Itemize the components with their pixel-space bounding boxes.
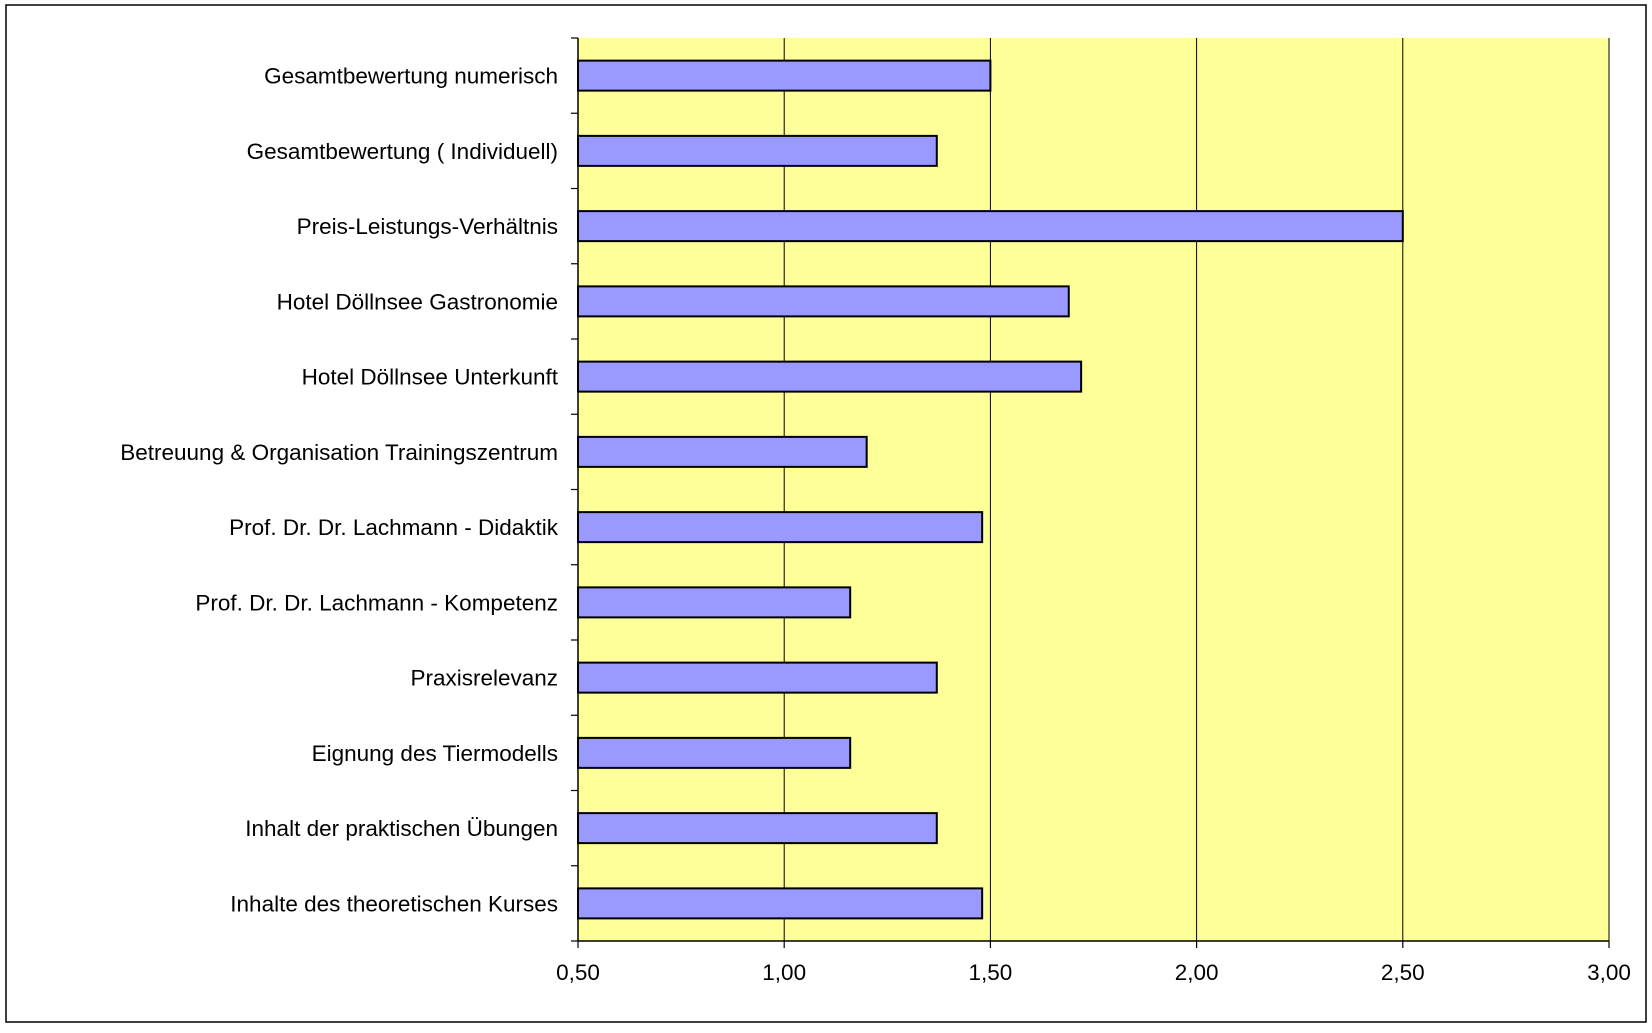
- category-label: Inhalte des theoretischen Kurses: [230, 891, 558, 916]
- bar: [577, 59, 992, 92]
- category-label: Gesamtbewertung numerisch: [264, 64, 558, 89]
- x-tick-label: 3,00: [1587, 960, 1631, 985]
- bar: [577, 661, 938, 694]
- category-label: Gesamtbewertung ( Individuell): [247, 139, 558, 164]
- x-tick-label: 0,50: [556, 960, 600, 985]
- category-label: Inhalt der praktischen Übungen: [245, 816, 558, 841]
- bar: [577, 586, 852, 619]
- category-label: Prof. Dr. Dr. Lachmann - Kompetenz: [195, 590, 558, 615]
- category-label: Betreuung & Organisation Trainingszentru…: [120, 440, 558, 465]
- category-label: Preis-Leistungs-Verhältnis: [297, 214, 558, 239]
- bar: [577, 285, 1070, 318]
- bar: [577, 736, 852, 769]
- bar: [577, 210, 1404, 243]
- category-label: Hotel Döllnsee Gastronomie: [277, 289, 558, 314]
- category-labels: Gesamtbewertung numerisch Gesamtbewertung…: [120, 64, 558, 917]
- category-label: Eignung des Tiermodells: [312, 741, 558, 766]
- axes: [571, 37, 1610, 948]
- x-tick-label: 1,00: [762, 960, 806, 985]
- x-tick-label: 2,00: [1175, 960, 1219, 985]
- plot-area: [578, 38, 1609, 941]
- bar: [577, 812, 938, 845]
- bar: [577, 511, 984, 544]
- x-tick-label: 1,50: [969, 960, 1013, 985]
- bar: [577, 360, 1083, 393]
- category-label: Hotel Döllnsee Unterkunft: [302, 365, 559, 390]
- bar: [577, 887, 984, 920]
- category-label: Praxisrelevanz: [410, 666, 558, 691]
- bar: [577, 435, 868, 468]
- x-tick-label: 2,50: [1381, 960, 1425, 985]
- gridlines: [783, 38, 1610, 941]
- x-tick-labels: 0,50 1,00 1,50 2,00 2,50 3,00: [556, 960, 1631, 985]
- bar: [577, 134, 938, 167]
- category-label: Prof. Dr. Dr. Lachmann - Didaktik: [229, 515, 559, 540]
